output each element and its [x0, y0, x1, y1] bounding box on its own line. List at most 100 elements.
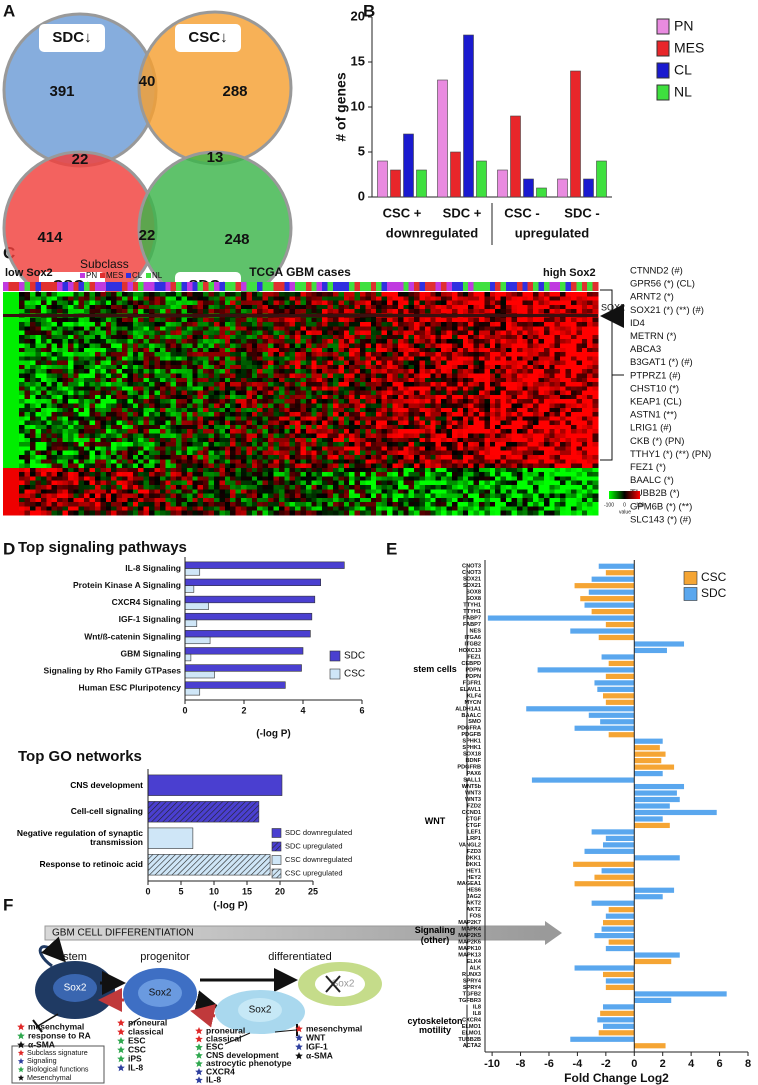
- heatmap-cell: [111, 416, 117, 421]
- heatmap-cell: [592, 420, 599, 426]
- heatmap-cell: [3, 463, 9, 469]
- heatmap-cell: [397, 330, 404, 336]
- heatmap-cell: [84, 364, 90, 370]
- heatmap-cell: [376, 446, 382, 451]
- heatmap-cell: [370, 433, 377, 439]
- heatmap-cell: [165, 330, 171, 336]
- heatmap-cell: [176, 459, 182, 464]
- heatmap-cell: [451, 334, 458, 340]
- heatmap-cell: [132, 339, 139, 344]
- category-label: CXCR4: [462, 1017, 482, 1023]
- heatmap-cell: [451, 304, 458, 310]
- heatmap-cell: [397, 309, 404, 314]
- heatmap-cell: [305, 446, 312, 451]
- heatmap-cell: [35, 360, 42, 366]
- heatmap-cell: [376, 304, 382, 310]
- heatmap-cell: [414, 407, 420, 413]
- heatmap-cell: [332, 304, 339, 310]
- heatmap-cell: [159, 330, 166, 336]
- heatmap-cell: [3, 394, 9, 400]
- subclass-cell: [62, 282, 69, 291]
- heatmap-cell: [527, 347, 534, 353]
- heatmap-cell: [159, 399, 166, 404]
- heatmap-cell: [500, 429, 507, 434]
- heatmap-cell: [111, 433, 117, 439]
- heatmap-cell: [479, 446, 485, 451]
- heatmap-cell: [143, 433, 150, 439]
- legend-swatch: [329, 668, 341, 680]
- heatmap-cell: [100, 386, 107, 391]
- heatmap-cell: [435, 330, 442, 336]
- heatmap-cell: [78, 304, 85, 310]
- heatmap-cell: [565, 390, 572, 396]
- heatmap-cell: [592, 382, 599, 387]
- heatmap-cell: [462, 300, 469, 306]
- heatmap-cell: [138, 412, 144, 417]
- heatmap-cell: [543, 373, 550, 379]
- heatmap-cell: [241, 309, 247, 314]
- heatmap-cell: [451, 347, 458, 353]
- heatmap-cell: [224, 386, 231, 391]
- heatmap-cell: [116, 382, 123, 387]
- heatmap-cell: [73, 373, 80, 379]
- heatmap-cell: [94, 412, 101, 417]
- heatmap-cell: [511, 446, 518, 451]
- heatmap-cell: [116, 412, 123, 417]
- heatmap-cell: [370, 356, 377, 361]
- heatmap-cell: [57, 377, 63, 383]
- heatmap-cell: [576, 394, 583, 400]
- heatmap-cell: [213, 446, 220, 451]
- heatmap-cell: [132, 300, 139, 306]
- heatmap-cell: [424, 433, 431, 439]
- heatmap-cell: [360, 369, 366, 374]
- heatmap-cell: [522, 416, 528, 421]
- heatmap-cell: [35, 407, 42, 413]
- heatmap-cell: [387, 292, 393, 297]
- heatmap-cell: [581, 347, 588, 353]
- heatmap-cell: [446, 433, 453, 439]
- heatmap-cell: [213, 300, 220, 306]
- heatmap-cell: [370, 369, 377, 374]
- heatmap-cell: [273, 407, 280, 413]
- heatmap-cell: [100, 459, 107, 464]
- heatmap-cell: [397, 420, 404, 426]
- heatmap-cell: [576, 429, 583, 434]
- legend-swatch: [683, 571, 698, 585]
- heatmap-cell: [154, 446, 161, 451]
- heatmap-cell: [149, 360, 155, 366]
- heatmap-cell: [549, 377, 556, 383]
- heatmap-cell: [30, 403, 36, 409]
- heatmap-cell: [381, 304, 388, 310]
- heatmap-cell: [273, 420, 280, 426]
- heatmap-cell: [181, 360, 188, 366]
- heatmap-cell: [365, 377, 372, 383]
- heatmap-cell: [316, 309, 323, 314]
- heatmap-cell: [370, 386, 377, 391]
- heatmap-cell: [46, 356, 52, 361]
- heatmap-cell: [392, 463, 399, 469]
- heatmap-cell: [543, 347, 550, 353]
- heatmap-cell: [381, 317, 388, 323]
- heatmap-cell: [100, 360, 107, 366]
- heatmap-cell: [111, 407, 117, 413]
- heatmap-cell: [543, 296, 550, 301]
- heatmap-cell: [446, 412, 453, 417]
- heatmap-cell: [462, 403, 469, 409]
- category-label: Cell-cell signaling: [70, 806, 143, 817]
- heatmap-cell: [170, 292, 177, 297]
- heatmap-cell: [224, 369, 231, 374]
- heatmap-cell: [224, 429, 231, 434]
- heatmap-cell: [46, 454, 52, 460]
- heatmap-cell: [122, 433, 128, 439]
- heatmap-cell: [73, 420, 80, 426]
- heatmap-cell: [241, 394, 247, 400]
- heatmap-cell: [457, 407, 464, 413]
- heatmap-cell: [176, 386, 182, 391]
- heatmap-cell: [127, 424, 134, 430]
- heatmap-cell: [62, 390, 69, 396]
- heatmap-cell: [300, 382, 307, 387]
- heatmap-cell: [89, 437, 96, 443]
- heatmap-cell: [159, 429, 166, 434]
- heatmap-cell: [522, 446, 528, 451]
- heatmap-cell: [370, 377, 377, 383]
